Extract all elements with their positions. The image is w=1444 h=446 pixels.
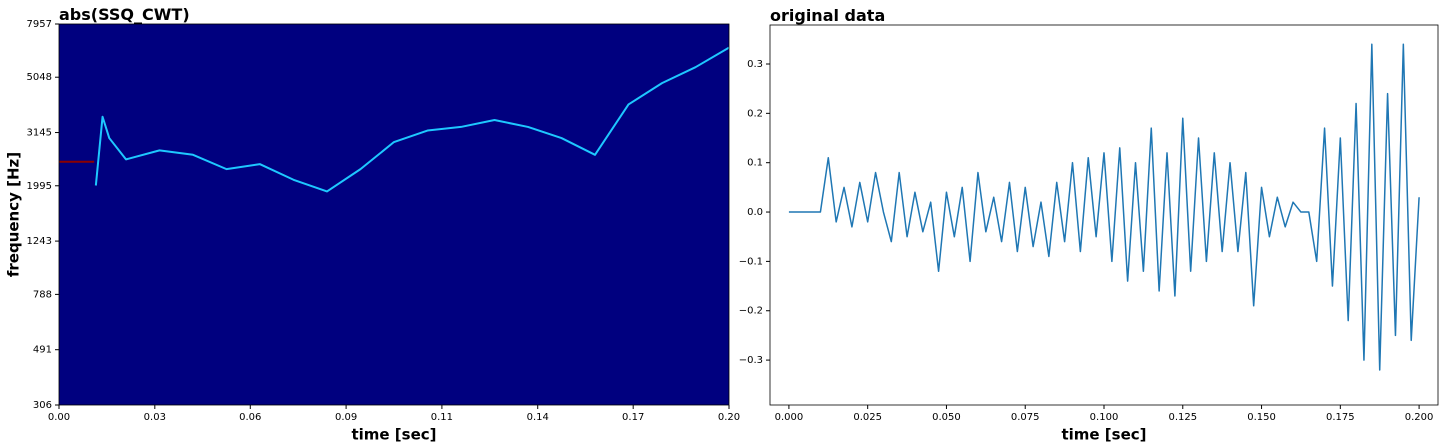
y-axis-label: frequency [Hz] <box>5 152 23 277</box>
y-tick-label: 0.3 <box>747 59 763 70</box>
x-axis-label: time [sec] <box>351 426 436 444</box>
x-tick-label: 0.000 <box>775 412 804 423</box>
y-tick-label: 1243 <box>27 236 52 247</box>
x-tick-label: 0.025 <box>853 412 882 423</box>
ridge-line <box>94 46 730 193</box>
x-tick-label: 0.100 <box>1090 412 1119 423</box>
x-tick-label: 0.125 <box>1168 412 1197 423</box>
data-line <box>788 43 1420 371</box>
x-axis-label: time [sec] <box>1061 426 1146 444</box>
x-tick-label: 0.050 <box>932 412 961 423</box>
plot-frame <box>769 24 1439 406</box>
plot-frame <box>58 23 730 406</box>
y-tick-label: −0.3 <box>739 355 763 366</box>
x-tick-label: 0.11 <box>431 412 453 423</box>
x-tick-label: 0.20 <box>718 412 740 423</box>
x-tick-label: 0.17 <box>622 412 644 423</box>
x-tick-label: 0.175 <box>1326 412 1355 423</box>
chart-title: original data <box>770 6 885 25</box>
y-tick-label: 491 <box>33 345 52 356</box>
x-tick-label: 0.06 <box>239 412 261 423</box>
x-tick-label: 0.150 <box>1247 412 1276 423</box>
chart-title: abs(SSQ_CWT) <box>59 5 190 24</box>
y-tick-label: −0.2 <box>739 306 763 317</box>
x-tick-label: 0.14 <box>527 412 549 423</box>
y-tick-label: 1995 <box>27 181 52 192</box>
y-tick-label: 5048 <box>27 72 52 83</box>
y-tick-label: 0.0 <box>747 207 763 218</box>
heatmap-background <box>59 24 729 405</box>
x-tick-label: 0.09 <box>335 412 357 423</box>
y-tick-label: −0.1 <box>739 256 763 267</box>
y-tick-label: 3145 <box>27 128 52 139</box>
x-tick-label: 0.075 <box>1011 412 1040 423</box>
y-tick-label: 7957 <box>27 19 52 30</box>
y-tick-label: 0.1 <box>747 158 763 169</box>
x-tick-label: 0.200 <box>1405 412 1434 423</box>
y-tick-label: 788 <box>33 289 52 300</box>
x-tick-label: 0.00 <box>48 412 70 423</box>
x-tick-label: 0.03 <box>144 412 166 423</box>
y-tick-label: 306 <box>33 400 52 411</box>
y-tick-label: 0.2 <box>747 108 763 119</box>
